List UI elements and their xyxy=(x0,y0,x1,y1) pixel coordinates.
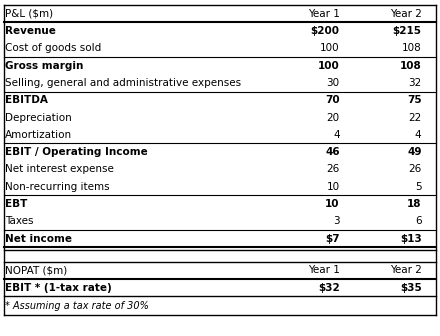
Text: EBIT / Operating Income: EBIT / Operating Income xyxy=(5,147,148,157)
Text: 26: 26 xyxy=(326,164,340,174)
Text: $215: $215 xyxy=(392,26,422,36)
Text: 18: 18 xyxy=(407,199,422,209)
Text: $32: $32 xyxy=(318,283,340,293)
Text: P&L ($m): P&L ($m) xyxy=(5,9,53,19)
Text: NOPAT ($m): NOPAT ($m) xyxy=(5,265,67,276)
Text: 46: 46 xyxy=(325,147,340,157)
Text: 10: 10 xyxy=(326,182,340,192)
Text: 5: 5 xyxy=(415,182,422,192)
Text: Year 1: Year 1 xyxy=(308,265,340,276)
Text: Amortization: Amortization xyxy=(5,130,73,140)
Text: Gross margin: Gross margin xyxy=(5,60,84,71)
Text: 20: 20 xyxy=(326,113,340,123)
Text: $7: $7 xyxy=(325,234,340,244)
Text: Year 2: Year 2 xyxy=(390,9,422,19)
Text: Net interest expense: Net interest expense xyxy=(5,164,114,174)
Text: 3: 3 xyxy=(333,216,340,226)
Text: Net income: Net income xyxy=(5,234,72,244)
Text: $200: $200 xyxy=(311,26,340,36)
Text: 4: 4 xyxy=(333,130,340,140)
Text: Revenue: Revenue xyxy=(5,26,56,36)
Text: 108: 108 xyxy=(400,60,422,71)
Text: 22: 22 xyxy=(408,113,422,123)
Text: 30: 30 xyxy=(326,78,340,88)
Text: 70: 70 xyxy=(325,95,340,105)
Text: Year 2: Year 2 xyxy=(390,265,422,276)
Text: 32: 32 xyxy=(408,78,422,88)
Text: Year 1: Year 1 xyxy=(308,9,340,19)
Text: Depreciation: Depreciation xyxy=(5,113,72,123)
Text: 108: 108 xyxy=(402,43,422,53)
Text: 6: 6 xyxy=(415,216,422,226)
Text: 4: 4 xyxy=(415,130,422,140)
Text: Cost of goods sold: Cost of goods sold xyxy=(5,43,102,53)
Text: * Assuming a tax rate of 30%: * Assuming a tax rate of 30% xyxy=(5,301,149,310)
Text: $35: $35 xyxy=(400,283,422,293)
Text: 10: 10 xyxy=(325,199,340,209)
Text: Non-recurring items: Non-recurring items xyxy=(5,182,110,192)
Text: $13: $13 xyxy=(400,234,422,244)
Text: 75: 75 xyxy=(407,95,422,105)
Text: Taxes: Taxes xyxy=(5,216,34,226)
Text: EBITDA: EBITDA xyxy=(5,95,48,105)
Text: 26: 26 xyxy=(408,164,422,174)
Text: 49: 49 xyxy=(407,147,422,157)
Text: 100: 100 xyxy=(320,43,340,53)
Text: 100: 100 xyxy=(318,60,340,71)
Text: Selling, general and administrative expenses: Selling, general and administrative expe… xyxy=(5,78,242,88)
Text: EBIT * (1-tax rate): EBIT * (1-tax rate) xyxy=(5,283,112,293)
Text: EBT: EBT xyxy=(5,199,28,209)
